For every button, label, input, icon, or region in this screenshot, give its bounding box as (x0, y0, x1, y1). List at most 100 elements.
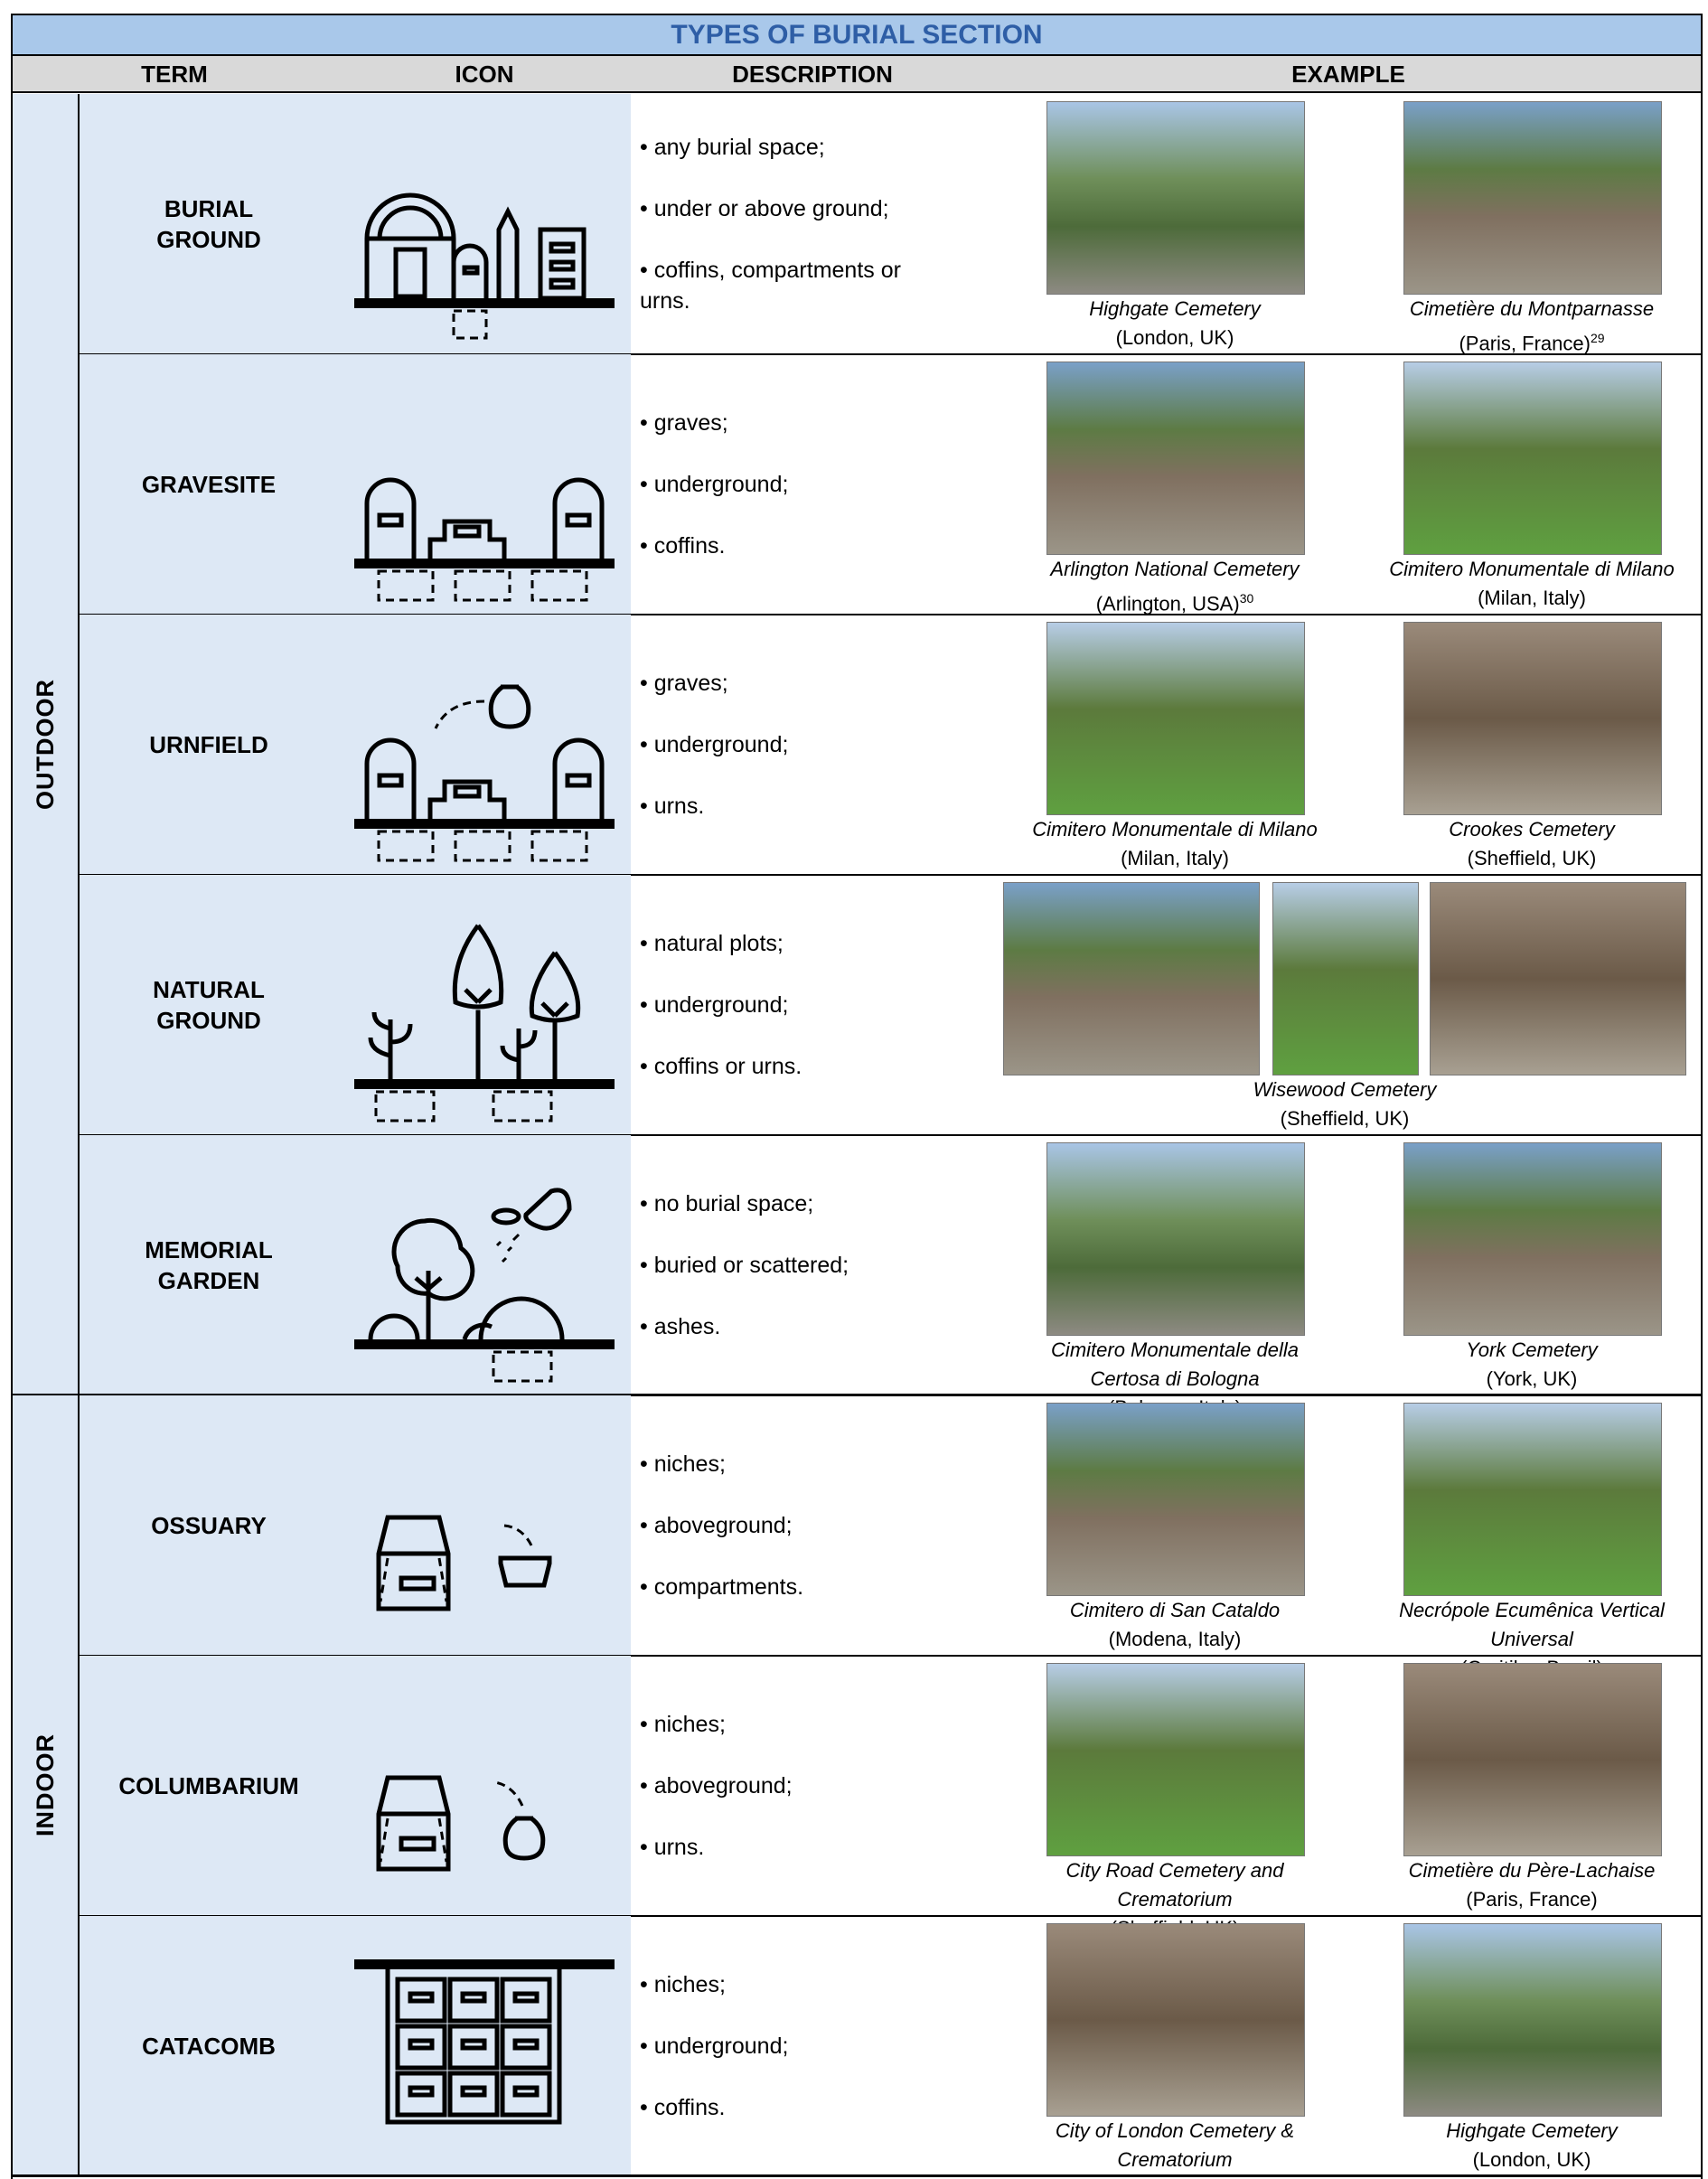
description-item: • any burial space; (640, 135, 825, 160)
description-item: • niches; (640, 1451, 726, 1477)
example-photo (1403, 101, 1662, 295)
icon-cell (338, 354, 631, 615)
example-location: (Milan, Italy) (1478, 587, 1586, 609)
footnote-ref: 29 (1590, 331, 1605, 345)
description-item: • coffins or urns. (640, 1054, 802, 1079)
example-caption: Cimetière du Montparnasse (Paris, France)… (1387, 295, 1676, 358)
description-item: • urns. (640, 794, 705, 819)
group-label: OUTDOOR (11, 94, 80, 1395)
example-caption: Crookes Cemetery (Sheffield, UK) (1387, 815, 1676, 873)
icon (354, 193, 615, 340)
description-item: • ashes. (640, 1314, 721, 1339)
example-name: Cimitero di San Cataldo (1069, 1599, 1281, 1621)
description-item: • natural plots; (640, 931, 784, 956)
term-cell: MEMORIAL GARDEN (80, 1135, 338, 1395)
description-item: • niches; (640, 1972, 726, 1997)
icon (354, 924, 615, 1122)
example-name: Highgate Cemetery (1446, 2119, 1618, 2142)
example-photo (1272, 882, 1419, 1075)
example-photo (1403, 622, 1662, 815)
description-item: • urns. (640, 1835, 705, 1860)
example-name: Arlington National Cemetery (1050, 558, 1300, 580)
example-caption: Cimitero di San Cataldo (Modena, Italy) (1030, 1596, 1319, 1654)
description-item: • compartments. (640, 1574, 804, 1600)
example-caption: Cimetière du Père-Lachaise (Paris, France… (1387, 1856, 1676, 1914)
description-item: • underground; (640, 472, 789, 497)
icon (376, 1515, 552, 1611)
example-location: (Paris, France)29 (1459, 331, 1605, 355)
description-item: • aboveground; (640, 1773, 793, 1799)
example-photo (1046, 1142, 1305, 1336)
description-item: • buried or scattered; (640, 1253, 849, 1278)
row-border (80, 874, 1703, 876)
description-cell: • niches; • underground; • coffins. (631, 1916, 994, 2176)
example-name: Crookes Cemetery (1449, 818, 1615, 841)
icon-cell (338, 1135, 631, 1395)
description-cell: • natural plots; • underground; • coffins … (631, 875, 994, 1135)
example-location: (Sheffield, UK) (1467, 847, 1597, 869)
row-border (80, 1655, 1703, 1657)
example-photo (1046, 622, 1305, 815)
example-photo (1403, 1923, 1662, 2117)
example-photo (1046, 1663, 1305, 1856)
term-cell: OSSUARY (80, 1395, 338, 1656)
example-name: Cimitero Monumentale di Milano (1389, 558, 1675, 580)
example-photo (1046, 362, 1305, 555)
example-photo (1046, 101, 1305, 295)
footnote-ref: 30 (1239, 591, 1254, 606)
description-cell: • niches; • aboveground; • urns. (631, 1656, 994, 1916)
example-photo (1403, 362, 1662, 555)
icon-cell (338, 1916, 631, 2176)
example-photo (1003, 882, 1260, 1075)
example-photo (1430, 882, 1686, 1075)
description-item: • underground; (640, 2033, 789, 2059)
description-item: • underground; (640, 992, 789, 1018)
icon (354, 477, 615, 602)
example-location: (Paris, France) (1466, 1888, 1598, 1911)
column-header: TERM (141, 61, 208, 88)
term-cell: COLUMBARIUM (80, 1656, 338, 1916)
example-location: (Arlington, USA)30 (1095, 591, 1254, 615)
description-item: • graves; (640, 410, 728, 436)
description-item: • graves; (640, 671, 728, 696)
description-cell: • niches; • aboveground; • compartments. (631, 1395, 994, 1656)
description-cell: • graves; • underground; • urns. (631, 615, 994, 875)
example-caption: Cimitero Monumentale della Certosa di Bo… (1030, 1336, 1319, 1423)
example-location: (London, UK) (1030, 2174, 1319, 2179)
description-item: • no burial space; (640, 1191, 814, 1216)
example-location: (London, UK) (1115, 326, 1234, 349)
term-cell: CATACOMB (80, 1916, 338, 2176)
example-name: Wisewood Cemetery (1253, 1078, 1437, 1101)
group-border (11, 2174, 1703, 2177)
row-border (80, 614, 1703, 615)
term-cell: NATURAL GROUND (80, 875, 338, 1135)
column-header: EXAMPLE (1291, 61, 1405, 88)
icon (354, 1188, 615, 1383)
example-name: York Cemetery (1466, 1338, 1598, 1361)
description-item: • aboveground; (640, 1513, 793, 1538)
example-name: Necrópole Ecumênica Vertical Universal (1399, 1599, 1665, 1650)
description-cell: • no burial space; • buried or scattered;… (631, 1135, 994, 1395)
example-caption: City of London Cemetery & Crematorium (Lo… (1030, 2117, 1319, 2179)
icon-cell (338, 875, 631, 1135)
example-caption: Cimitero Monumentale di Milano (Milan, It… (1387, 555, 1676, 613)
description-item: • under or above ground; (640, 196, 889, 221)
icon-cell (338, 1395, 631, 1656)
example-caption: Highgate Cemetery (London, UK) (1030, 295, 1319, 352)
description-item: • coffins. (640, 533, 726, 559)
table-title: TYPES OF BURIAL SECTION (11, 14, 1703, 56)
group-label: INDOOR (11, 1395, 80, 2176)
row-border (80, 1134, 1703, 1136)
example-location: (London, UK) (1472, 2148, 1591, 2171)
description-item: • coffins. (640, 2095, 726, 2120)
icon (354, 684, 615, 862)
example-name: Highgate Cemetery (1089, 297, 1261, 320)
description-item: • coffins, compartments or urns. (640, 258, 901, 314)
description-item: • underground; (640, 732, 789, 757)
header-bar (11, 56, 1703, 93)
example-photo (1046, 1403, 1305, 1596)
icon (354, 1959, 615, 2125)
example-location: (Modena, Italy) (1108, 1628, 1242, 1650)
example-caption: Highgate Cemetery (London, UK) (1387, 2117, 1676, 2174)
